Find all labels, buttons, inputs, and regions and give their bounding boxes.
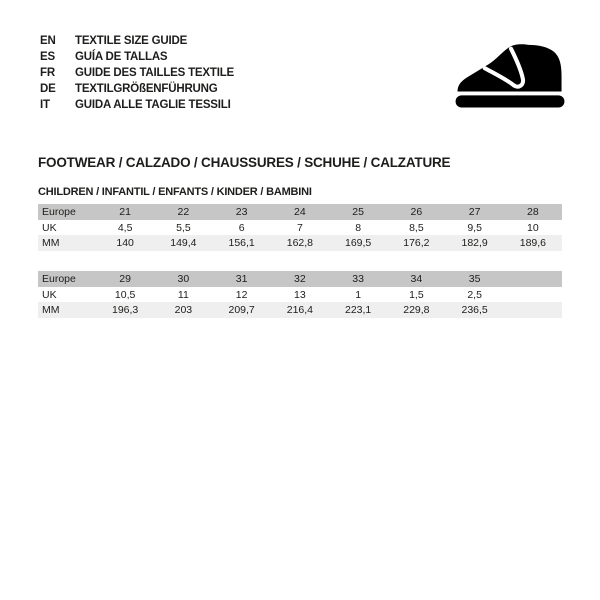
size-cell: 22 [154, 204, 213, 220]
language-code: FR [40, 67, 55, 79]
size-cell: 9,5 [445, 219, 504, 236]
size-cell [503, 302, 562, 319]
size-cell: 32 [270, 271, 329, 287]
size-cell: 34 [387, 271, 446, 287]
table-row: MM 140 149,4 156,1 162,8 169,5 176,2 182,9 189,6 [38, 235, 562, 252]
language-label: TEXTILE SIZE GUIDE [75, 35, 188, 47]
row-label: Europe [38, 271, 96, 287]
table-row: UK 4,5 5,5 6 7 8 8,5 9,5 10 [38, 219, 562, 236]
size-cell: 23 [212, 204, 271, 220]
row-label: UK [38, 286, 96, 303]
size-cell: 162,8 [270, 235, 329, 252]
size-cell: 140 [96, 235, 155, 252]
size-cell: 11 [154, 286, 213, 303]
language-row: DE TEXTILGRÖßENFÜHRUNG [40, 81, 234, 97]
size-cell: 13 [270, 286, 329, 303]
table-row: Europe 29 30 31 32 33 34 35 [38, 271, 562, 287]
language-row: IT GUIDA ALLE TAGLIE TESSILI [40, 97, 234, 113]
size-cell: 28 [503, 204, 562, 220]
language-row: ES GUÍA DE TALLAS [40, 49, 234, 65]
size-cell: 26 [387, 204, 446, 220]
size-cell: 223,1 [329, 302, 388, 319]
language-code: IT [40, 99, 50, 111]
size-cell: 7 [270, 219, 329, 236]
language-row: EN TEXTILE SIZE GUIDE [40, 33, 234, 49]
row-label: Europe [38, 204, 96, 220]
size-cell: 21 [96, 204, 155, 220]
size-cell: 2,5 [445, 286, 504, 303]
row-label: MM [38, 235, 96, 252]
size-cell: 1,5 [387, 286, 446, 303]
size-cell: 10,5 [96, 286, 155, 303]
size-cell: 236,5 [445, 302, 504, 319]
language-label: TEXTILGRÖßENFÜHRUNG [75, 83, 218, 95]
table-row: UK 10,5 11 12 13 1 1,5 2,5 [38, 286, 562, 303]
size-cell: 6 [212, 219, 271, 236]
size-tables: Europe 21 22 23 24 25 26 27 28 UK 4,5 5,5 6 7 8 8,5 9,5 1… [38, 204, 562, 319]
size-cell: 30 [154, 271, 213, 287]
size-cell: 24 [270, 204, 329, 220]
row-label: MM [38, 302, 96, 319]
size-cell: 29 [96, 271, 155, 287]
language-label: GUÍA DE TALLAS [75, 51, 168, 63]
size-cell: 31 [212, 271, 271, 287]
table-row: Europe 21 22 23 24 25 26 27 28 [38, 204, 562, 220]
size-cell [503, 271, 562, 287]
size-cell: 5,5 [154, 219, 213, 236]
language-list: EN TEXTILE SIZE GUIDE ES GUÍA DE TALLAS FR GU… [40, 33, 234, 113]
size-cell: 35 [445, 271, 504, 287]
size-cell: 33 [329, 271, 388, 287]
size-cell: 169,5 [329, 235, 388, 252]
language-code: DE [40, 83, 56, 95]
size-cell: 8,5 [387, 219, 446, 236]
size-cell: 12 [212, 286, 271, 303]
language-code: ES [40, 51, 55, 63]
size-cell: 176,2 [387, 235, 446, 252]
language-row: FR GUIDE DES TAILLES TEXTILE [40, 65, 234, 81]
language-label: GUIDA ALLE TAGLIE TESSILI [75, 99, 231, 111]
size-cell: 8 [329, 219, 388, 236]
size-cell: 4,5 [96, 219, 155, 236]
section-title: FOOTWEAR / CALZADO / CHAUSSURES / SCHUHE… [38, 155, 451, 170]
size-cell: 189,6 [503, 235, 562, 252]
language-label: GUIDE DES TAILLES TEXTILE [75, 67, 234, 79]
size-cell: 182,9 [445, 235, 504, 252]
size-cell: 149,4 [154, 235, 213, 252]
size-cell: 25 [329, 204, 388, 220]
section-subtitle: CHILDREN / INFANTIL / ENFANTS / KINDER /… [38, 186, 312, 198]
size-cell: 216,4 [270, 302, 329, 319]
table-row: MM 196,3 203 209,7 216,4 223,1 229,8 236,5 [38, 302, 562, 319]
size-cell: 156,1 [212, 235, 271, 252]
size-cell: 196,3 [96, 302, 155, 319]
size-table: Europe 29 30 31 32 33 34 35 UK 10,5 11 12 13 1 1,5 2,5 M… [38, 271, 562, 319]
row-label: UK [38, 219, 96, 236]
size-cell: 27 [445, 204, 504, 220]
size-cell: 10 [503, 219, 562, 236]
size-cell: 1 [329, 286, 388, 303]
size-cell: 203 [154, 302, 213, 319]
kids-shoe-icon [453, 39, 568, 109]
language-code: EN [40, 35, 56, 47]
size-table: Europe 21 22 23 24 25 26 27 28 UK 4,5 5,5 6 7 8 8,5 9,5 1… [38, 204, 562, 252]
size-cell [503, 286, 562, 303]
size-cell: 209,7 [212, 302, 271, 319]
size-cell: 229,8 [387, 302, 446, 319]
